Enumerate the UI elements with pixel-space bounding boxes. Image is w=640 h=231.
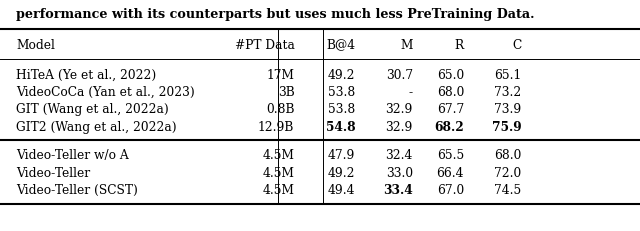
Text: 0.8B: 0.8B [266,103,294,116]
Text: 74.5: 74.5 [494,184,522,197]
Text: 67.7: 67.7 [436,103,464,116]
Text: 47.9: 47.9 [328,149,355,162]
Text: 65.0: 65.0 [436,69,464,82]
Text: B@4: B@4 [326,39,355,52]
Text: 68.0: 68.0 [494,149,522,162]
Text: 54.8: 54.8 [326,121,355,134]
Text: 30.7: 30.7 [386,69,413,82]
Text: 32.9: 32.9 [385,103,413,116]
Text: C: C [513,39,522,52]
Text: 67.0: 67.0 [436,184,464,197]
Text: Video-Teller w/o A: Video-Teller w/o A [16,149,129,162]
Text: Video-Teller (SCST): Video-Teller (SCST) [16,184,138,197]
Text: 75.9: 75.9 [492,121,522,134]
Text: performance with its counterparts but uses much less PreTraining Data.: performance with its counterparts but us… [16,8,534,21]
Text: 12.9B: 12.9B [258,121,294,134]
Text: R: R [455,39,464,52]
Text: #PT Data: #PT Data [234,39,294,52]
Text: 3B: 3B [278,86,294,99]
Text: 4.5M: 4.5M [262,184,294,197]
Text: Video-Teller: Video-Teller [16,167,90,180]
Text: 17M: 17M [266,69,294,82]
Text: VideoCoCa (Yan et al., 2023): VideoCoCa (Yan et al., 2023) [16,86,195,99]
Text: GIT (Wang et al., 2022a): GIT (Wang et al., 2022a) [16,103,169,116]
Text: 65.1: 65.1 [494,69,522,82]
Text: 49.2: 49.2 [328,69,355,82]
Text: 4.5M: 4.5M [262,149,294,162]
Text: 32.9: 32.9 [385,121,413,134]
Text: 68.2: 68.2 [435,121,464,134]
Text: 73.9: 73.9 [494,103,522,116]
Text: 68.0: 68.0 [436,86,464,99]
Text: 33.0: 33.0 [386,167,413,180]
Text: 53.8: 53.8 [328,86,355,99]
Text: M: M [400,39,413,52]
Text: 65.5: 65.5 [436,149,464,162]
Text: 66.4: 66.4 [436,167,464,180]
Text: HiTeA (Ye et al., 2022): HiTeA (Ye et al., 2022) [16,69,156,82]
Text: 53.8: 53.8 [328,103,355,116]
Text: 33.4: 33.4 [383,184,413,197]
Text: -: - [409,86,413,99]
Text: 49.2: 49.2 [328,167,355,180]
Text: GIT2 (Wang et al., 2022a): GIT2 (Wang et al., 2022a) [16,121,177,134]
Text: 72.0: 72.0 [494,167,522,180]
Text: Model: Model [16,39,55,52]
Text: 73.2: 73.2 [494,86,522,99]
Text: 49.4: 49.4 [328,184,355,197]
Text: 32.4: 32.4 [385,149,413,162]
Text: 4.5M: 4.5M [262,167,294,180]
